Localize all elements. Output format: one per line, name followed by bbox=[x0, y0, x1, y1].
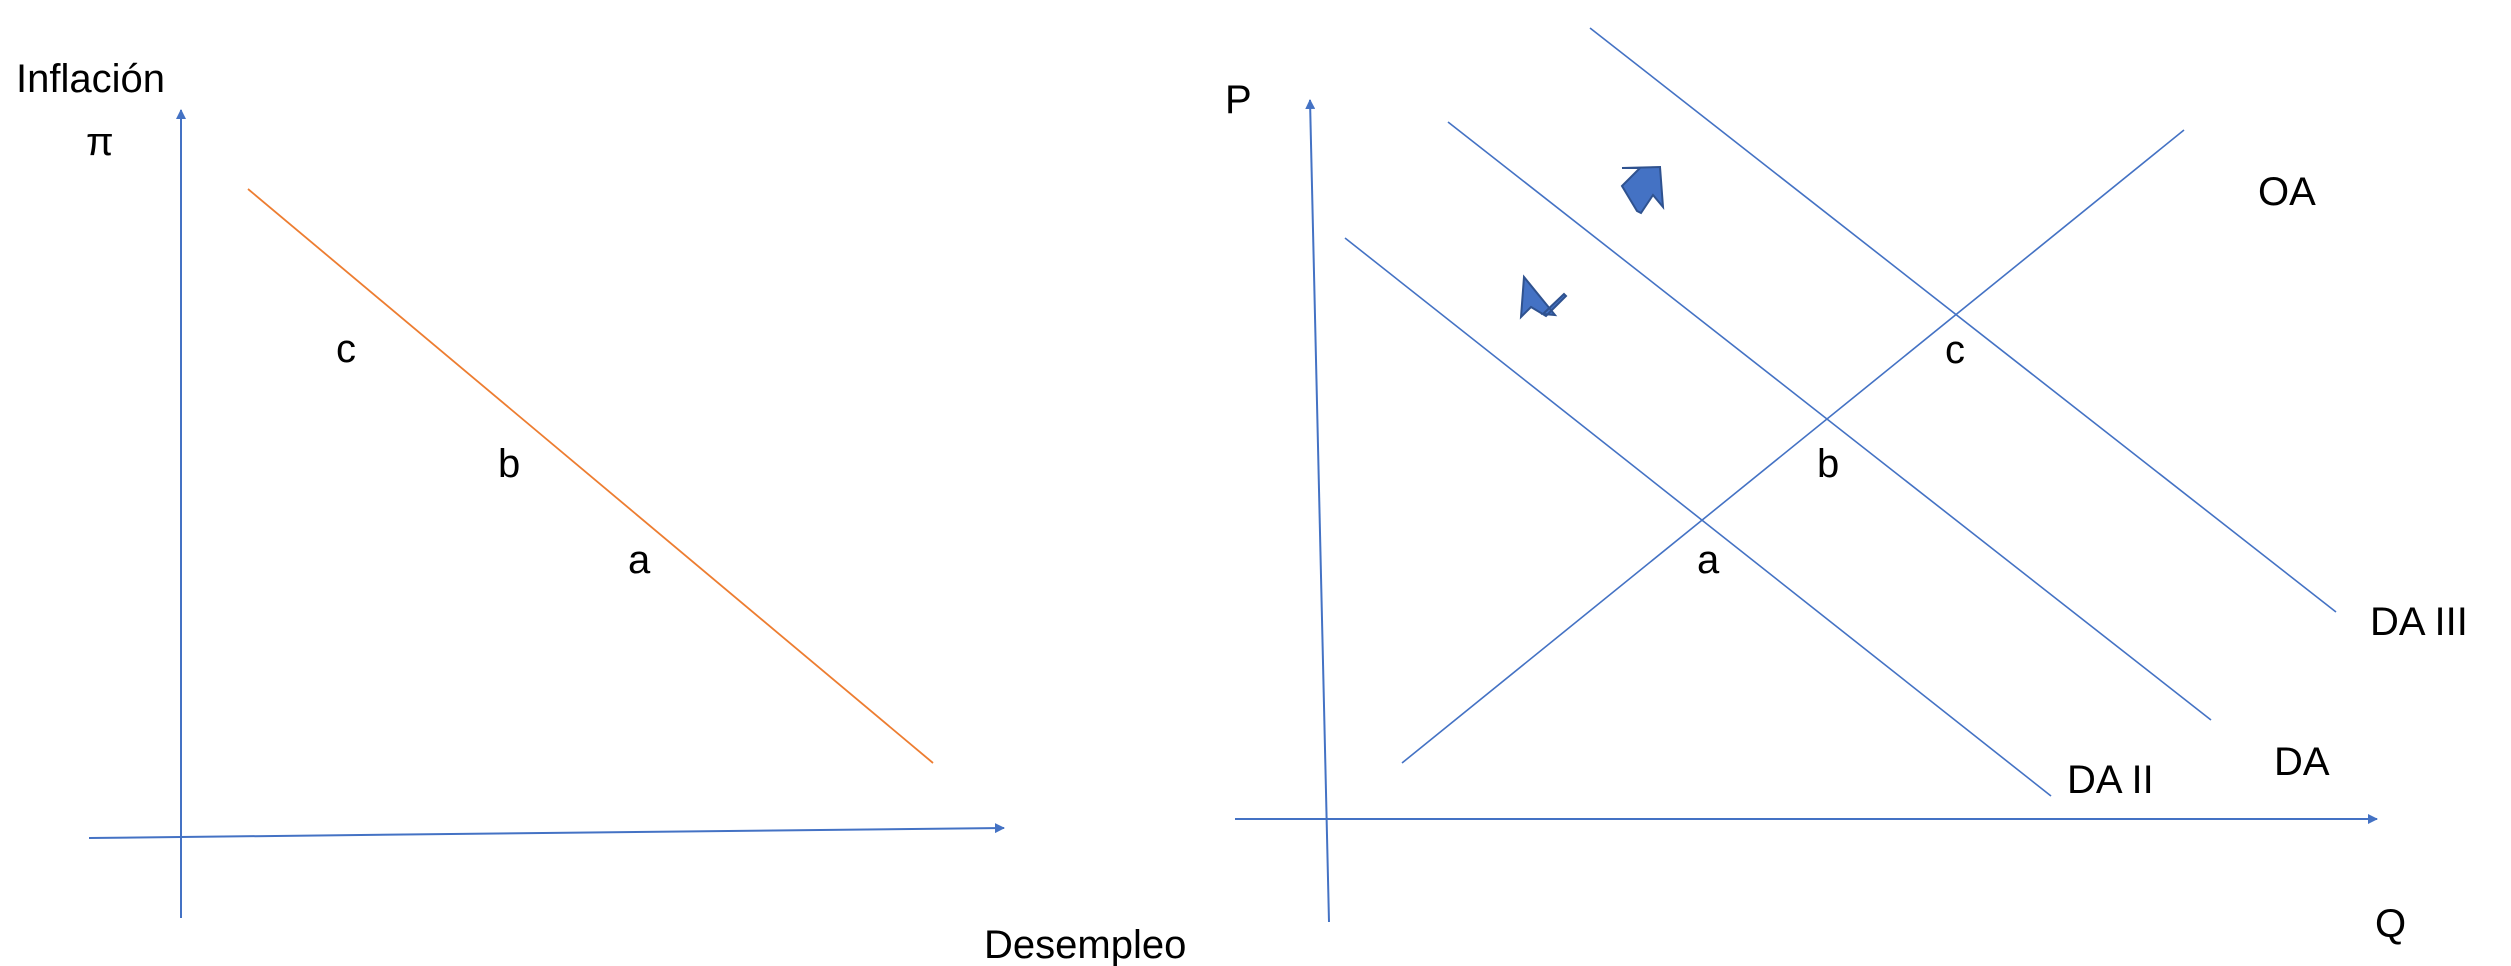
equilibrium-label-c: c bbox=[1945, 328, 1965, 372]
price-axis bbox=[1305, 99, 1330, 923]
unemployment-axis-label: Desempleo bbox=[984, 923, 1186, 966]
point-label-c: c bbox=[336, 327, 356, 371]
supply-curve-oa bbox=[1401, 129, 2185, 764]
point-label-b: b bbox=[498, 442, 520, 486]
demand-curve-da2-label: DA II bbox=[2067, 758, 2154, 802]
demand-curve-da bbox=[1447, 121, 2212, 721]
phillips-curve bbox=[247, 188, 934, 764]
ad-as-diagram: P Q OA DA III DA DA II a b c bbox=[1225, 27, 2468, 946]
phillips-diagram: Inflación π Desempleo c b a bbox=[16, 57, 1186, 966]
price-axis-label: P bbox=[1225, 78, 1252, 122]
demand-curve-da3-label: DA III bbox=[2370, 600, 2468, 644]
inflation-symbol: π bbox=[86, 120, 114, 164]
demand-curve-da-label: DA bbox=[2274, 740, 2330, 784]
equilibrium-label-b: b bbox=[1817, 442, 1839, 486]
arrow-down-left-icon bbox=[1519, 274, 1568, 320]
point-label-a: a bbox=[628, 538, 651, 582]
demand-curve-da2 bbox=[1344, 237, 2052, 797]
demand-curve-da3 bbox=[1589, 27, 2337, 613]
arrow-up-right-icon bbox=[1620, 165, 1665, 215]
unemployment-axis bbox=[88, 823, 1005, 839]
inflation-axis-label: Inflación bbox=[16, 57, 165, 101]
equilibrium-label-a: a bbox=[1697, 538, 1720, 582]
supply-curve-label: OA bbox=[2258, 170, 2316, 214]
quantity-axis-label: Q bbox=[2375, 902, 2406, 946]
